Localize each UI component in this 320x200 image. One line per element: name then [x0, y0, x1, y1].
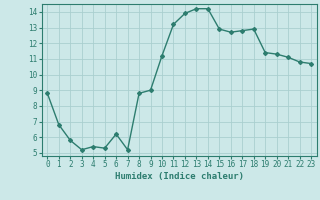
X-axis label: Humidex (Indice chaleur): Humidex (Indice chaleur) — [115, 172, 244, 181]
